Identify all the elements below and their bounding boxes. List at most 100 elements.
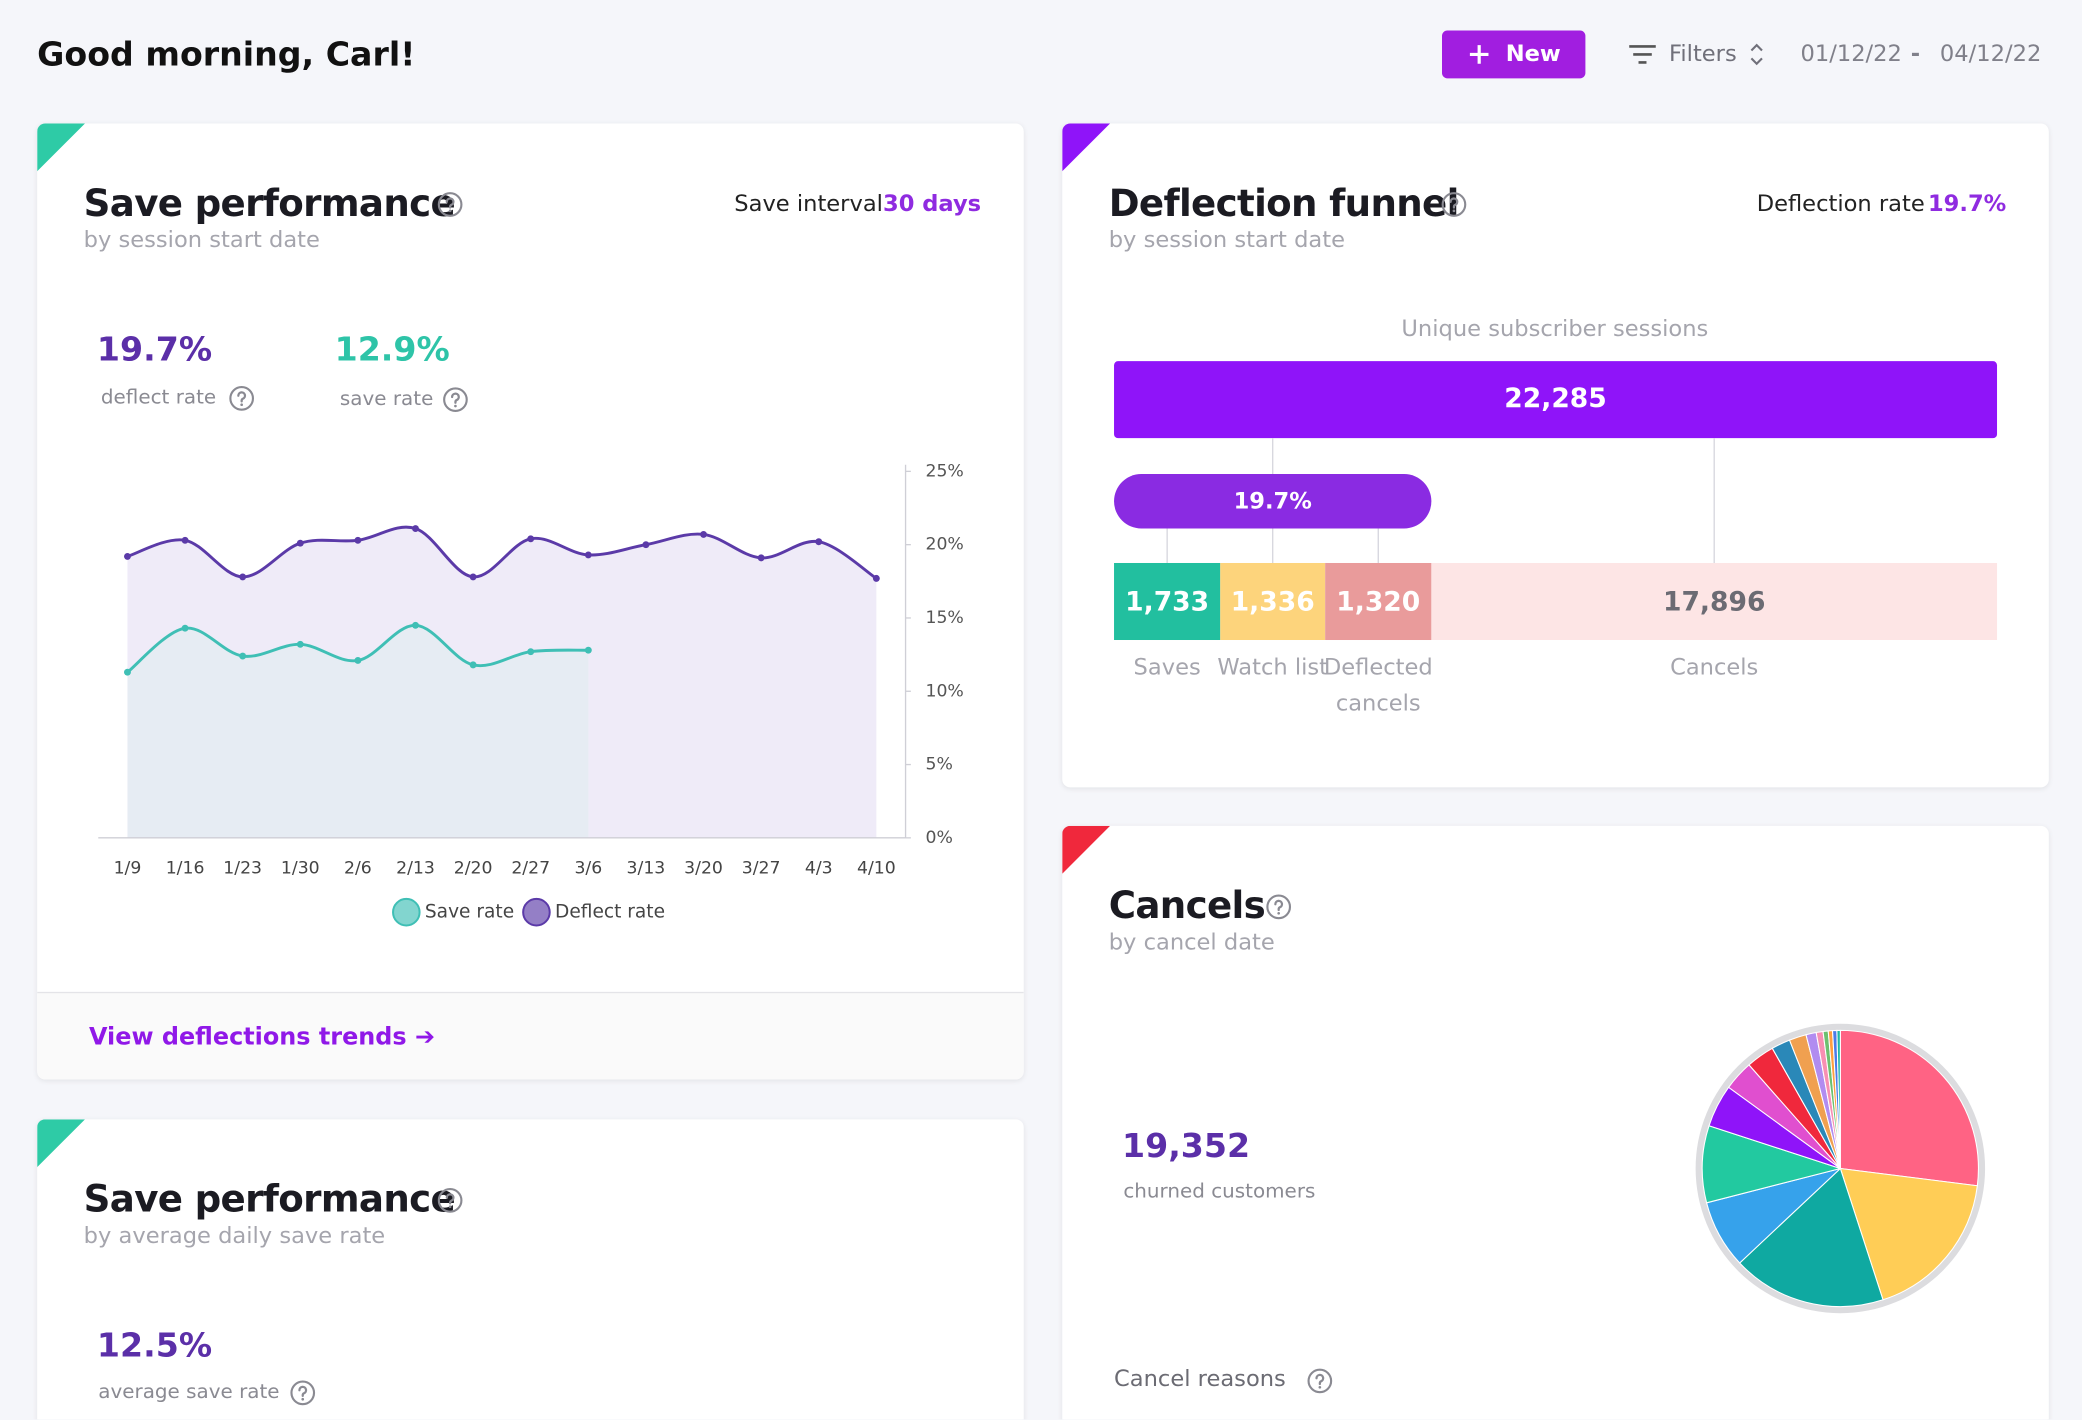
point [296,539,304,547]
y-tick-label: 10% [925,681,963,701]
filter-icon[interactable] [1628,44,1657,65]
point [815,538,823,546]
card-title: Deflection funnel [1108,181,1460,226]
x-tick-label: 3/20 [684,858,723,878]
segment-category: Saves [1133,654,1201,682]
point [354,657,362,664]
deflection-funnel-card [1062,123,2049,788]
help-icon[interactable] [437,191,464,218]
point [642,541,650,549]
metric-value: 19.7% [96,329,213,369]
area [127,625,589,838]
rate-value: 19.7% [1927,191,2007,218]
x-tick-label: 2/6 [344,858,372,878]
y-tick-label: 15% [925,608,963,628]
point [584,551,592,559]
segment-category: Watch list [1217,654,1329,682]
card-subtitle: by cancel date [1108,929,1275,957]
x-tick-label: 4/10 [857,858,896,878]
point [412,525,419,532]
pie-slice[interactable] [1738,1167,1884,1308]
metric-label: save rate [339,386,434,411]
segment-category: Deflected cancels [1323,654,1433,718]
point [354,536,362,544]
metric-value: 12.9% [334,329,450,369]
help-icon[interactable] [1441,191,1468,218]
point [239,573,247,581]
reasons-label: Cancel reasons [1114,1366,1286,1393]
filters-label[interactable]: Filters [1669,41,1737,68]
new-button-label: New [1505,41,1561,68]
new-button[interactable]: New [1442,30,1586,79]
help-icon[interactable] [1307,1368,1334,1395]
point [757,554,765,562]
x-tick-label: 1/16 [166,858,205,878]
total-bar [1114,361,1998,439]
x-tick-label: 3/27 [742,858,781,878]
metric-label: average save rate [98,1379,280,1404]
date-end[interactable]: 04/12/22 [1939,41,2042,68]
greeting: Good morning, Carl! [37,35,416,74]
x-tick-label: 2/13 [396,858,435,878]
interval-value[interactable]: 30 days [882,191,982,218]
sort-icon [1750,43,1763,66]
funnel-segment [1220,562,1326,641]
funnel-header: Unique subscriber sessions [1401,316,1709,343]
total-label: 22,285 [1504,383,1606,414]
pie-chart [1695,1023,1986,1314]
deflection-label: 19.7% [1234,488,1312,514]
trends-link[interactable]: View deflections trends ➔ [88,1023,435,1051]
metric-label: churned customers [1123,1179,1316,1203]
x-tick-label: 1/30 [281,858,320,878]
point [469,661,477,669]
pie-slice[interactable] [1836,1029,1841,1169]
deflection-pill [1114,474,1432,529]
help-icon[interactable] [1265,894,1292,921]
date-start[interactable]: 01/12/22 [1800,41,1902,68]
help-icon[interactable] [289,1380,316,1407]
x-tick-label: 2/20 [454,858,493,878]
card-title: Save performance [83,1177,456,1221]
segment-label: 1,320 [1336,586,1420,617]
funnel-chart: 22,285 19.7% 1,733 1,336 1,320 17,896 [1114,361,1998,641]
segment-category: Cancels [1670,654,1759,682]
x-tick-label: 1/9 [114,858,142,878]
point [124,668,131,676]
card-corner [37,1119,85,1168]
help-icon[interactable] [228,385,255,412]
legend-label: Save rate [425,902,514,923]
point [584,646,592,654]
x-tick-label: 1/23 [223,858,262,878]
pie-slice[interactable] [1839,1167,1978,1301]
point [181,536,189,544]
x-tick-label: 3/6 [574,858,602,878]
segment-label: 17,896 [1663,586,1765,617]
funnel-segment [1431,562,1998,641]
point [527,648,535,656]
card-corner [1062,825,1111,874]
metric-label: deflect rate [100,385,217,409]
point [872,574,880,582]
segment-label: 1,733 [1125,586,1209,617]
card-footer [37,991,1024,1080]
y-tick-label: 25% [925,461,963,481]
card-subtitle: by average daily save rate [83,1222,386,1250]
card-corner [37,123,85,172]
card-title: Cancels [1108,883,1266,928]
y-tick-label: 20% [925,535,963,555]
legend-swatch [392,897,421,927]
interval-label: Save interval [734,191,883,218]
segment-label: 1,336 [1231,586,1315,617]
point [239,652,247,660]
line-chart: 0% 5% 10% 15% 20% 25% 1/9 1/16 1/23 1/30 2/6 2/13 2/… [98,461,964,927]
plus-icon [1469,45,1489,64]
help-icon[interactable] [442,386,469,413]
date-separator: - [1910,41,1921,68]
pie-slice[interactable] [1839,1029,1979,1187]
help-icon[interactable] [437,1187,464,1214]
point [296,640,304,648]
point [124,552,131,560]
legend-swatch [522,897,551,927]
y-tick-label: 5% [925,755,952,775]
